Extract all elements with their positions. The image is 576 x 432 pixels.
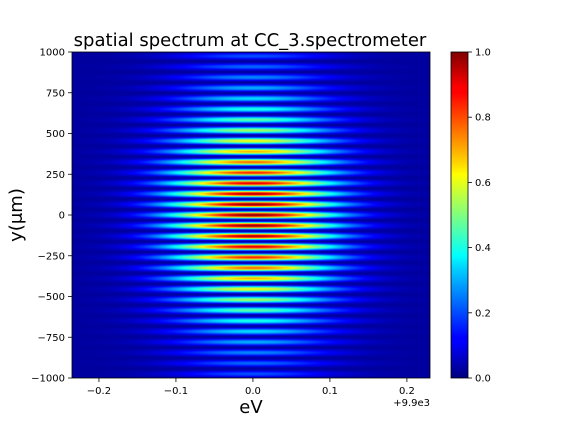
y-tick-label: 0 (59, 211, 65, 222)
x-tick-label: −0.1 (164, 386, 188, 397)
colorbar-tick-label: 0.2 (475, 308, 491, 319)
colorbar-ticks: 1.0 0.8 0.6 0.4 0.2 0.0 (468, 48, 491, 385)
y-tick-label: −1000 (31, 374, 65, 385)
x-axis-offset-label: +9.9e3 (393, 398, 430, 409)
colorbar-tick-label: 0.6 (475, 178, 491, 189)
y-tick-label: 1000 (40, 48, 65, 59)
x-axis-label: eV (239, 397, 263, 418)
colorbar-tick-label: 0.8 (475, 113, 491, 124)
y-tick-label: −750 (38, 333, 65, 344)
colorbar-gradient (450, 51, 469, 379)
heatmap-plot-area (71, 51, 431, 379)
y-tick-label: −250 (38, 251, 65, 262)
colorbar: 1.0 0.8 0.6 0.4 0.2 0.0 (450, 48, 491, 385)
x-tick-label: 0.2 (399, 386, 415, 397)
y-tick-label: −500 (38, 292, 65, 303)
chart-title: spatial spectrum at CC_3.spectrometer (74, 30, 427, 51)
x-tick-label: −0.2 (87, 386, 111, 397)
heatmap-image (72, 52, 430, 378)
x-axis-ticks: −0.2 −0.1 0.0 0.1 0.2 (87, 378, 415, 397)
x-tick-label: 0.1 (322, 386, 338, 397)
y-axis-ticks: 1000 750 500 250 0 −250 −500 −750 −1000 (31, 48, 72, 385)
y-tick-label: 750 (46, 88, 65, 99)
y-tick-label: 250 (46, 170, 65, 181)
y-tick-label: 500 (46, 129, 65, 140)
colorbar-tick-label: 0.0 (475, 374, 491, 385)
colorbar-tick-label: 1.0 (475, 48, 491, 59)
colorbar-tick-label: 0.4 (475, 243, 491, 254)
x-tick-label: 0.0 (245, 386, 261, 397)
y-axis-label: y(μm) (6, 188, 27, 242)
